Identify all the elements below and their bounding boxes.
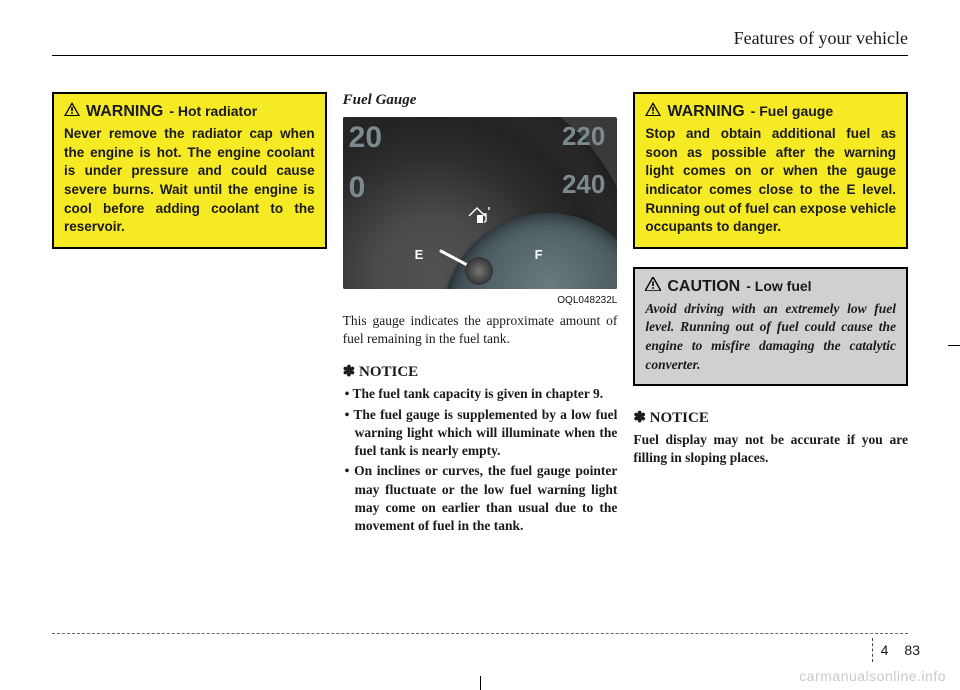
watermark: carmanualsonline.info xyxy=(799,668,946,684)
fuel-gauge-heading: Fuel Gauge xyxy=(343,92,618,109)
footer-page-number: 83 xyxy=(896,638,928,662)
warning-box-fuel-gauge: WARNING - Fuel gauge Stop and obtain add… xyxy=(633,92,908,249)
notice-item: The fuel tank capacity is given in chapt… xyxy=(355,385,618,403)
notice-label: NOTICE xyxy=(650,410,709,426)
warning-triangle-icon xyxy=(645,102,661,116)
footer-rule xyxy=(52,633,908,634)
fuel-gauge-figure: 20 0 220 240 E F xyxy=(343,117,618,289)
warning-box-hot-radiator: WARNING - Hot radiator Never remove the … xyxy=(52,92,327,249)
warning-label: WARNING xyxy=(86,103,163,121)
warning-subtitle: - Hot radiator xyxy=(169,103,257,119)
caution-title: CAUTION - Low fuel xyxy=(645,277,896,296)
outer-num-br: 240 xyxy=(562,169,605,200)
section-header: Features of your vehicle xyxy=(52,28,908,56)
caution-body: Avoid driving with an extremely low fuel… xyxy=(645,300,896,375)
fuel-full-label: F xyxy=(535,247,543,262)
notice-heading-col3: ✽ NOTICE xyxy=(633,408,908,427)
page-footer: 4 83 xyxy=(872,638,928,662)
caution-triangle-icon xyxy=(645,277,661,291)
warning-body: Stop and obtain additional fuel as soon … xyxy=(645,125,896,237)
notice-list: The fuel tank capacity is given in chapt… xyxy=(343,385,618,535)
warning-label: WARNING xyxy=(667,103,744,121)
notice-item: On inclines or curves, the fuel gauge po… xyxy=(355,462,618,535)
outer-num-tl: 20 xyxy=(349,121,382,155)
caution-box-low-fuel: CAUTION - Low fuel Avoid driving with an… xyxy=(633,267,908,387)
warning-title: WARNING - Hot radiator xyxy=(64,102,315,121)
footer-section-number: 4 xyxy=(872,638,897,662)
content-columns: WARNING - Hot radiator Never remove the … xyxy=(52,92,908,537)
warning-triangle-icon xyxy=(64,102,80,116)
fuel-empty-label: E xyxy=(415,247,424,262)
ornament-icon: ✽ xyxy=(343,364,359,380)
outer-num-tr: 220 xyxy=(562,121,605,152)
warning-body: Never remove the radiator cap when the e… xyxy=(64,125,315,237)
crop-mark-bottom xyxy=(480,676,481,690)
ornament-icon: ✽ xyxy=(633,410,649,426)
fuel-gauge-description: This gauge indicates the approximate amo… xyxy=(343,312,618,348)
column-1: WARNING - Hot radiator Never remove the … xyxy=(52,92,327,537)
notice-heading-col2: ✽ NOTICE xyxy=(343,362,618,381)
notice-body-col3: Fuel display may not be accurate if you … xyxy=(633,431,908,467)
figure-code: OQL048232L xyxy=(343,295,618,306)
page: Features of your vehicle WARNING - Hot r… xyxy=(0,0,960,690)
warning-subtitle: - Fuel gauge xyxy=(751,103,833,119)
caution-label: CAUTION xyxy=(667,278,740,296)
gauge-hub xyxy=(465,257,493,285)
notice-label: NOTICE xyxy=(359,364,418,380)
notice-item: The fuel gauge is supplemented by a low … xyxy=(355,406,618,461)
outer-num-bl: 0 xyxy=(349,171,366,205)
caution-subtitle: - Low fuel xyxy=(746,278,811,294)
column-2: Fuel Gauge 20 0 220 240 E F xyxy=(343,92,618,537)
crop-mark-right xyxy=(948,345,960,346)
column-3: WARNING - Fuel gauge Stop and obtain add… xyxy=(633,92,908,537)
warning-title: WARNING - Fuel gauge xyxy=(645,102,896,121)
fuel-pump-icon xyxy=(467,205,495,232)
